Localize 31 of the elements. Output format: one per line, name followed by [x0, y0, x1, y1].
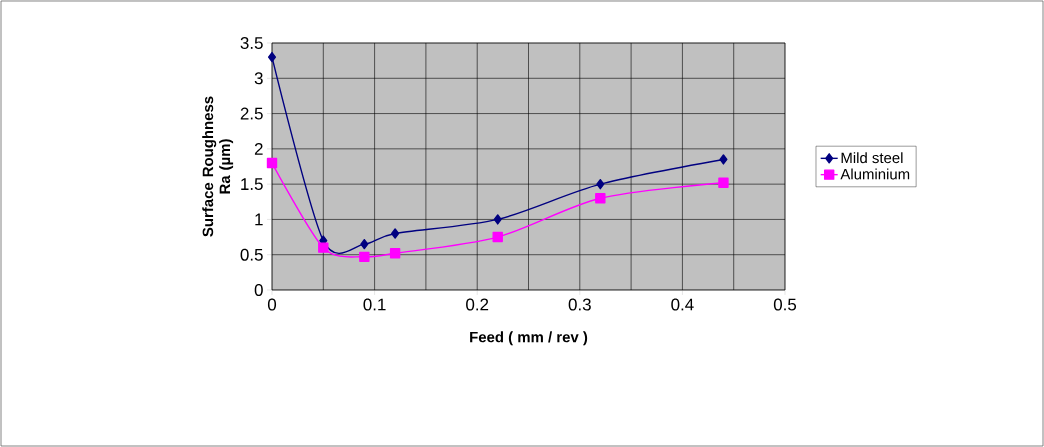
- point: [493, 214, 502, 225]
- y-tick-label: 3.5: [240, 37, 263, 49]
- point: [718, 177, 729, 188]
- y-tick-label: 2: [254, 142, 263, 155]
- legend-label: Aluminium: [840, 168, 910, 180]
- x-axis-title: Feed ( mm / rev ): [470, 331, 588, 346]
- point: [389, 248, 401, 259]
- point: [360, 238, 369, 250]
- x-tick-label: 0.3: [568, 298, 591, 311]
- point: [492, 231, 503, 243]
- point: [267, 51, 277, 63]
- x-tick-label: 0.4: [671, 298, 694, 311]
- point: [596, 178, 605, 190]
- y-tick-label: 0.5: [240, 248, 263, 261]
- y-tick-label: 3: [254, 72, 263, 85]
- y-tick-label: 1.5: [241, 178, 263, 191]
- y-tick-label: 0: [254, 284, 263, 296]
- y-axis-title: Surface Roughness Ra (µm): [202, 96, 234, 237]
- point: [318, 242, 329, 253]
- point: [719, 154, 728, 165]
- point: [266, 157, 278, 169]
- y-tick-label: 2.5: [240, 107, 263, 120]
- point: [595, 193, 606, 204]
- legend-label: Mild steel: [841, 152, 903, 164]
- x-tick-label: 0.5: [773, 298, 797, 311]
- point: [391, 228, 400, 239]
- point: [359, 251, 370, 263]
- x-tick-label: 0: [267, 298, 277, 311]
- x-tick-label: 0.1: [363, 298, 386, 311]
- y-tick-label: 1: [255, 213, 263, 226]
- x-tick-label: 0.2: [466, 298, 489, 311]
